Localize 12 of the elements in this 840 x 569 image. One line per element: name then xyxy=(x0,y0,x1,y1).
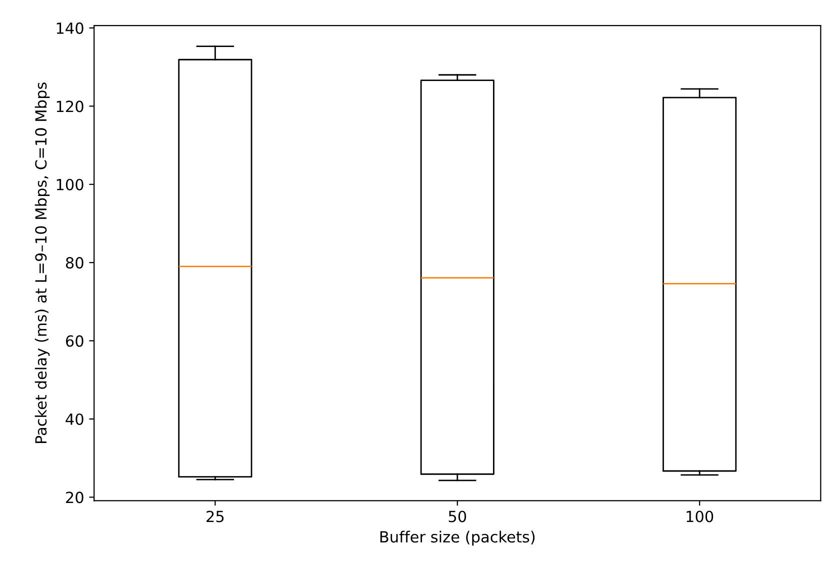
y-tick-label: 20 xyxy=(66,492,84,504)
x-axis-title: Buffer size (packets) xyxy=(380,530,535,546)
y-tick-label: 100 xyxy=(56,178,84,190)
y-tick-label: 140 xyxy=(56,22,84,34)
y-tick-label: 80 xyxy=(66,257,84,269)
y-tick-label: 60 xyxy=(66,335,84,347)
x-tick-label: 100 xyxy=(686,510,714,522)
y-tick-label: 40 xyxy=(66,413,84,426)
y-axis-title: Packet delay (ms) at L=9–10 Mbps, C=10 Mbps xyxy=(34,82,50,444)
y-tick-label: 120 xyxy=(56,100,84,112)
x-tick-label: 50 xyxy=(448,510,466,522)
x-tick-label: 25 xyxy=(206,510,224,522)
